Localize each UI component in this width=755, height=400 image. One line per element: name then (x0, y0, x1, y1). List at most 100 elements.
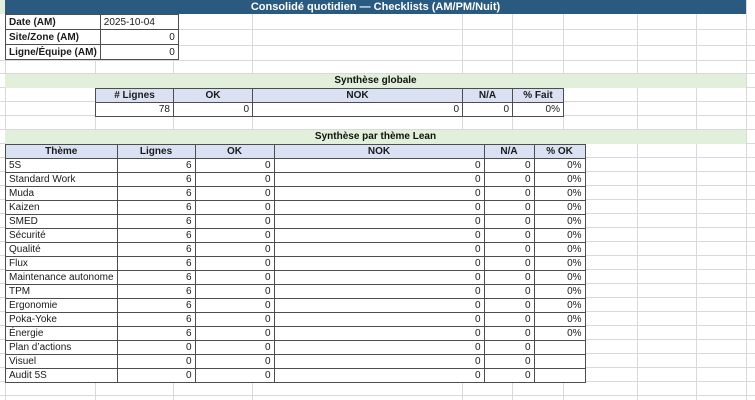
ok-cell[interactable]: 0 (194, 242, 275, 257)
header-theme[interactable]: Thème (5, 144, 118, 159)
pct-ok-cell[interactable] (533, 340, 586, 355)
theme-name-cell[interactable]: Flux (5, 256, 118, 271)
nok-cell[interactable]: 0 (273, 340, 485, 355)
nok-cell[interactable]: 0 (273, 200, 485, 215)
lignes-cell[interactable]: 6 (116, 298, 196, 313)
lignes-cell[interactable]: 6 (116, 326, 196, 341)
theme-name-cell[interactable]: Audit 5S (5, 368, 118, 383)
na-cell[interactable]: 0 (483, 172, 535, 187)
theme-summary-band[interactable]: Synthèse par thème Lean (5, 130, 746, 144)
theme-name-cell[interactable]: Poka-Yoke (5, 312, 118, 327)
header-na[interactable]: N/A (483, 144, 535, 159)
nok-cell[interactable]: 0 (273, 186, 485, 201)
na-cell[interactable]: 0 (483, 312, 535, 327)
nok-cell[interactable]: 0 (273, 326, 485, 341)
pct-ok-cell[interactable]: 0% (533, 298, 586, 313)
ok-cell[interactable]: 0 (194, 298, 275, 313)
lignes-cell[interactable]: 6 (116, 214, 196, 229)
na-cell[interactable]: 0 (483, 340, 535, 355)
ok-cell[interactable]: 0 (194, 284, 275, 299)
pct-ok-cell[interactable]: 0% (533, 200, 586, 215)
date-label[interactable]: Date (AM) (5, 14, 101, 30)
na-cell[interactable]: 0 (483, 200, 535, 215)
ok-cell[interactable]: 0 (194, 326, 275, 341)
ok-cell[interactable]: 0 (194, 200, 275, 215)
lignes-cell[interactable]: 6 (116, 312, 196, 327)
nok-cell[interactable]: 0 (273, 242, 485, 257)
site-zone-value-cell[interactable]: 0 (99, 29, 179, 45)
theme-name-cell[interactable]: 5S (5, 158, 118, 173)
theme-name-cell[interactable]: Visuel (5, 354, 118, 369)
theme-name-cell[interactable]: Plan d’actions (5, 340, 118, 355)
pct-ok-cell[interactable]: 0% (533, 186, 586, 201)
na-cell[interactable]: 0 (483, 214, 535, 229)
pct-ok-cell[interactable]: 0% (533, 284, 586, 299)
header-lignes[interactable]: # Lignes (95, 88, 174, 103)
lignes-cell[interactable]: 0 (116, 368, 196, 383)
lignes-cell[interactable]: 6 (116, 242, 196, 257)
lignes-cell[interactable]: 0 (116, 340, 196, 355)
global-pct-cell[interactable]: 0% (512, 102, 564, 117)
ok-cell[interactable]: 0 (194, 256, 275, 271)
theme-name-cell[interactable]: Maintenance autonome (5, 270, 118, 285)
pct-ok-cell[interactable]: 0% (533, 228, 586, 243)
na-cell[interactable]: 0 (483, 368, 535, 383)
ok-cell[interactable]: 0 (194, 354, 275, 369)
pct-ok-cell[interactable]: 0% (533, 172, 586, 187)
theme-name-cell[interactable]: Standard Work (5, 172, 118, 187)
nok-cell[interactable]: 0 (273, 284, 485, 299)
global-nok-cell[interactable]: 0 (252, 102, 463, 117)
lignes-cell[interactable]: 6 (116, 270, 196, 285)
nok-cell[interactable]: 0 (273, 172, 485, 187)
na-cell[interactable]: 0 (483, 158, 535, 173)
nok-cell[interactable]: 0 (273, 354, 485, 369)
ok-cell[interactable]: 0 (194, 172, 275, 187)
site-zone-label[interactable]: Site/Zone (AM) (5, 29, 101, 45)
theme-name-cell[interactable]: Ergonomie (5, 298, 118, 313)
date-value-cell[interactable]: 2025-10-04 (99, 14, 179, 30)
pct-ok-cell[interactable] (533, 368, 586, 383)
page-title[interactable]: Consolidé quotidien — Checklists (AM/PM/… (5, 0, 746, 14)
na-cell[interactable]: 0 (483, 228, 535, 243)
na-cell[interactable]: 0 (483, 354, 535, 369)
theme-name-cell[interactable]: Qualité (5, 242, 118, 257)
pct-ok-cell[interactable]: 0% (533, 256, 586, 271)
header-na[interactable]: N/A (462, 88, 513, 103)
header-pct-fait[interactable]: % Fait (512, 88, 564, 103)
na-cell[interactable]: 0 (483, 242, 535, 257)
pct-ok-cell[interactable]: 0% (533, 270, 586, 285)
theme-name-cell[interactable]: Énergie (5, 326, 118, 341)
na-cell[interactable]: 0 (483, 270, 535, 285)
pct-ok-cell[interactable]: 0% (533, 158, 586, 173)
header-nok[interactable]: NOK (273, 144, 485, 159)
nok-cell[interactable]: 0 (273, 256, 485, 271)
nok-cell[interactable]: 0 (273, 312, 485, 327)
ok-cell[interactable]: 0 (194, 312, 275, 327)
nok-cell[interactable]: 0 (273, 270, 485, 285)
header-pct-ok[interactable]: % OK (533, 144, 586, 159)
ligne-equipe-label[interactable]: Ligne/Équipe (AM) (5, 44, 101, 60)
header-nok[interactable]: NOK (252, 88, 463, 103)
na-cell[interactable]: 0 (483, 298, 535, 313)
pct-ok-cell[interactable]: 0% (533, 326, 586, 341)
global-na-cell[interactable]: 0 (462, 102, 513, 117)
lignes-cell[interactable]: 0 (116, 354, 196, 369)
header-lignes[interactable]: Lignes (116, 144, 196, 159)
na-cell[interactable]: 0 (483, 186, 535, 201)
pct-ok-cell[interactable]: 0% (533, 214, 586, 229)
na-cell[interactable]: 0 (483, 284, 535, 299)
nok-cell[interactable]: 0 (273, 298, 485, 313)
na-cell[interactable]: 0 (483, 326, 535, 341)
nok-cell[interactable]: 0 (273, 214, 485, 229)
theme-name-cell[interactable]: TPM (5, 284, 118, 299)
global-summary-band[interactable]: Synthèse globale (5, 74, 746, 88)
ok-cell[interactable]: 0 (194, 158, 275, 173)
nok-cell[interactable]: 0 (273, 368, 485, 383)
pct-ok-cell[interactable]: 0% (533, 312, 586, 327)
global-ok-cell[interactable]: 0 (173, 102, 253, 117)
theme-name-cell[interactable]: Kaizen (5, 200, 118, 215)
ok-cell[interactable]: 0 (194, 228, 275, 243)
lignes-cell[interactable]: 6 (116, 284, 196, 299)
lignes-cell[interactable]: 6 (116, 256, 196, 271)
ok-cell[interactable]: 0 (194, 186, 275, 201)
